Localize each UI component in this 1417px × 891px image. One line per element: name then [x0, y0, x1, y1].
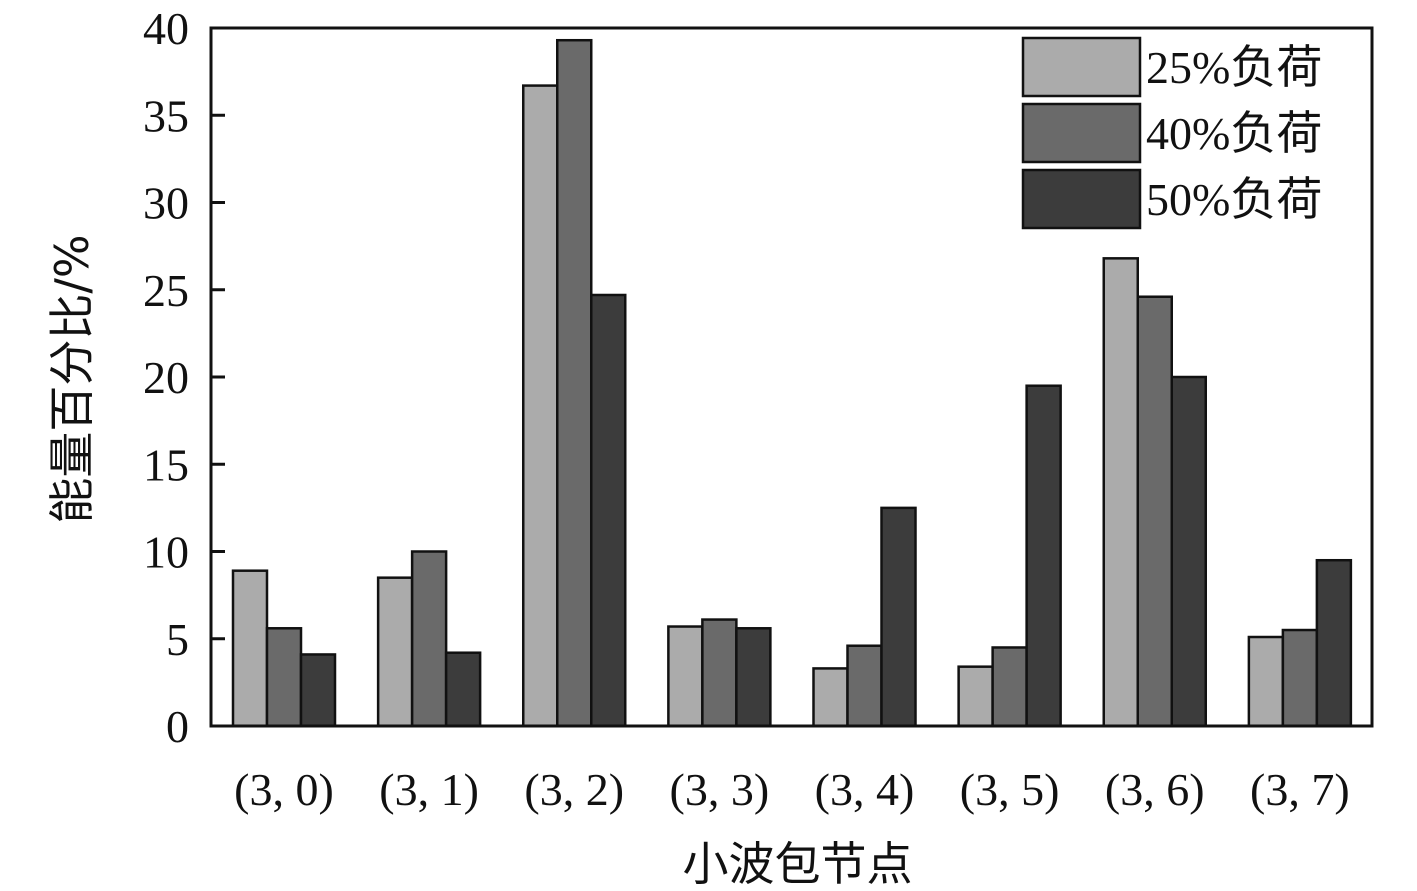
bar — [991, 646, 1028, 728]
bar — [1281, 628, 1319, 728]
x-axis-title: 小波包节点 — [683, 837, 913, 891]
bar — [846, 644, 883, 728]
bar — [701, 618, 738, 728]
bar — [556, 38, 593, 728]
y-tick-label: 15 — [143, 439, 189, 490]
legend-label: 25%负荷 — [1146, 42, 1322, 93]
legend-swatch — [1021, 102, 1142, 164]
y-tick-label: 40 — [143, 3, 189, 54]
x-tick-label: (3, 5) — [960, 764, 1060, 815]
bar — [667, 625, 704, 728]
bar — [299, 653, 337, 728]
bar — [376, 576, 414, 728]
y-tick-label: 0 — [166, 701, 189, 752]
bar — [590, 293, 627, 728]
y-tick-label: 10 — [143, 527, 189, 578]
bar — [1025, 384, 1062, 728]
y-axis-title: 能量百分比/% — [45, 234, 99, 523]
x-tick-label: (3, 3) — [670, 764, 770, 815]
bar — [1102, 257, 1139, 728]
bar — [265, 627, 303, 728]
y-axis-ticks: 0 5 10 15 20 25 30 35 40 — [143, 3, 225, 752]
bar — [410, 550, 448, 728]
legend: 25%负荷 40%负荷 50%负荷 — [1021, 36, 1322, 230]
bar — [735, 627, 772, 728]
bar — [812, 667, 849, 728]
bar — [444, 651, 482, 728]
x-tick-label: (3, 6) — [1105, 764, 1205, 815]
bar — [880, 506, 917, 728]
x-tick-label: (3, 4) — [815, 764, 915, 815]
bar — [957, 665, 994, 728]
bar — [522, 84, 559, 728]
bar — [1136, 295, 1173, 728]
y-tick-label: 25 — [143, 265, 189, 316]
legend-label: 40%负荷 — [1146, 108, 1322, 159]
legend-label: 50%负荷 — [1146, 174, 1322, 225]
x-tick-label: (3, 0) — [234, 764, 334, 815]
legend-swatch — [1021, 36, 1142, 98]
y-tick-label: 30 — [143, 178, 189, 229]
y-tick-label: 20 — [143, 352, 189, 403]
x-tick-label: (3, 2) — [524, 764, 624, 815]
bar — [1170, 375, 1207, 728]
x-tick-label: (3, 1) — [379, 764, 479, 815]
bar — [1247, 635, 1285, 728]
bar — [1315, 558, 1353, 728]
x-tick-label: (3, 7) — [1250, 764, 1350, 815]
bar — [231, 569, 269, 728]
legend-swatch — [1021, 168, 1142, 230]
x-axis-ticks: (3, 0) (3, 1) (3, 2) (3, 3) (3, 4) (3, 5) (3, … — [234, 764, 1350, 815]
y-tick-label: 5 — [166, 614, 189, 665]
y-tick-label: 35 — [143, 90, 189, 141]
